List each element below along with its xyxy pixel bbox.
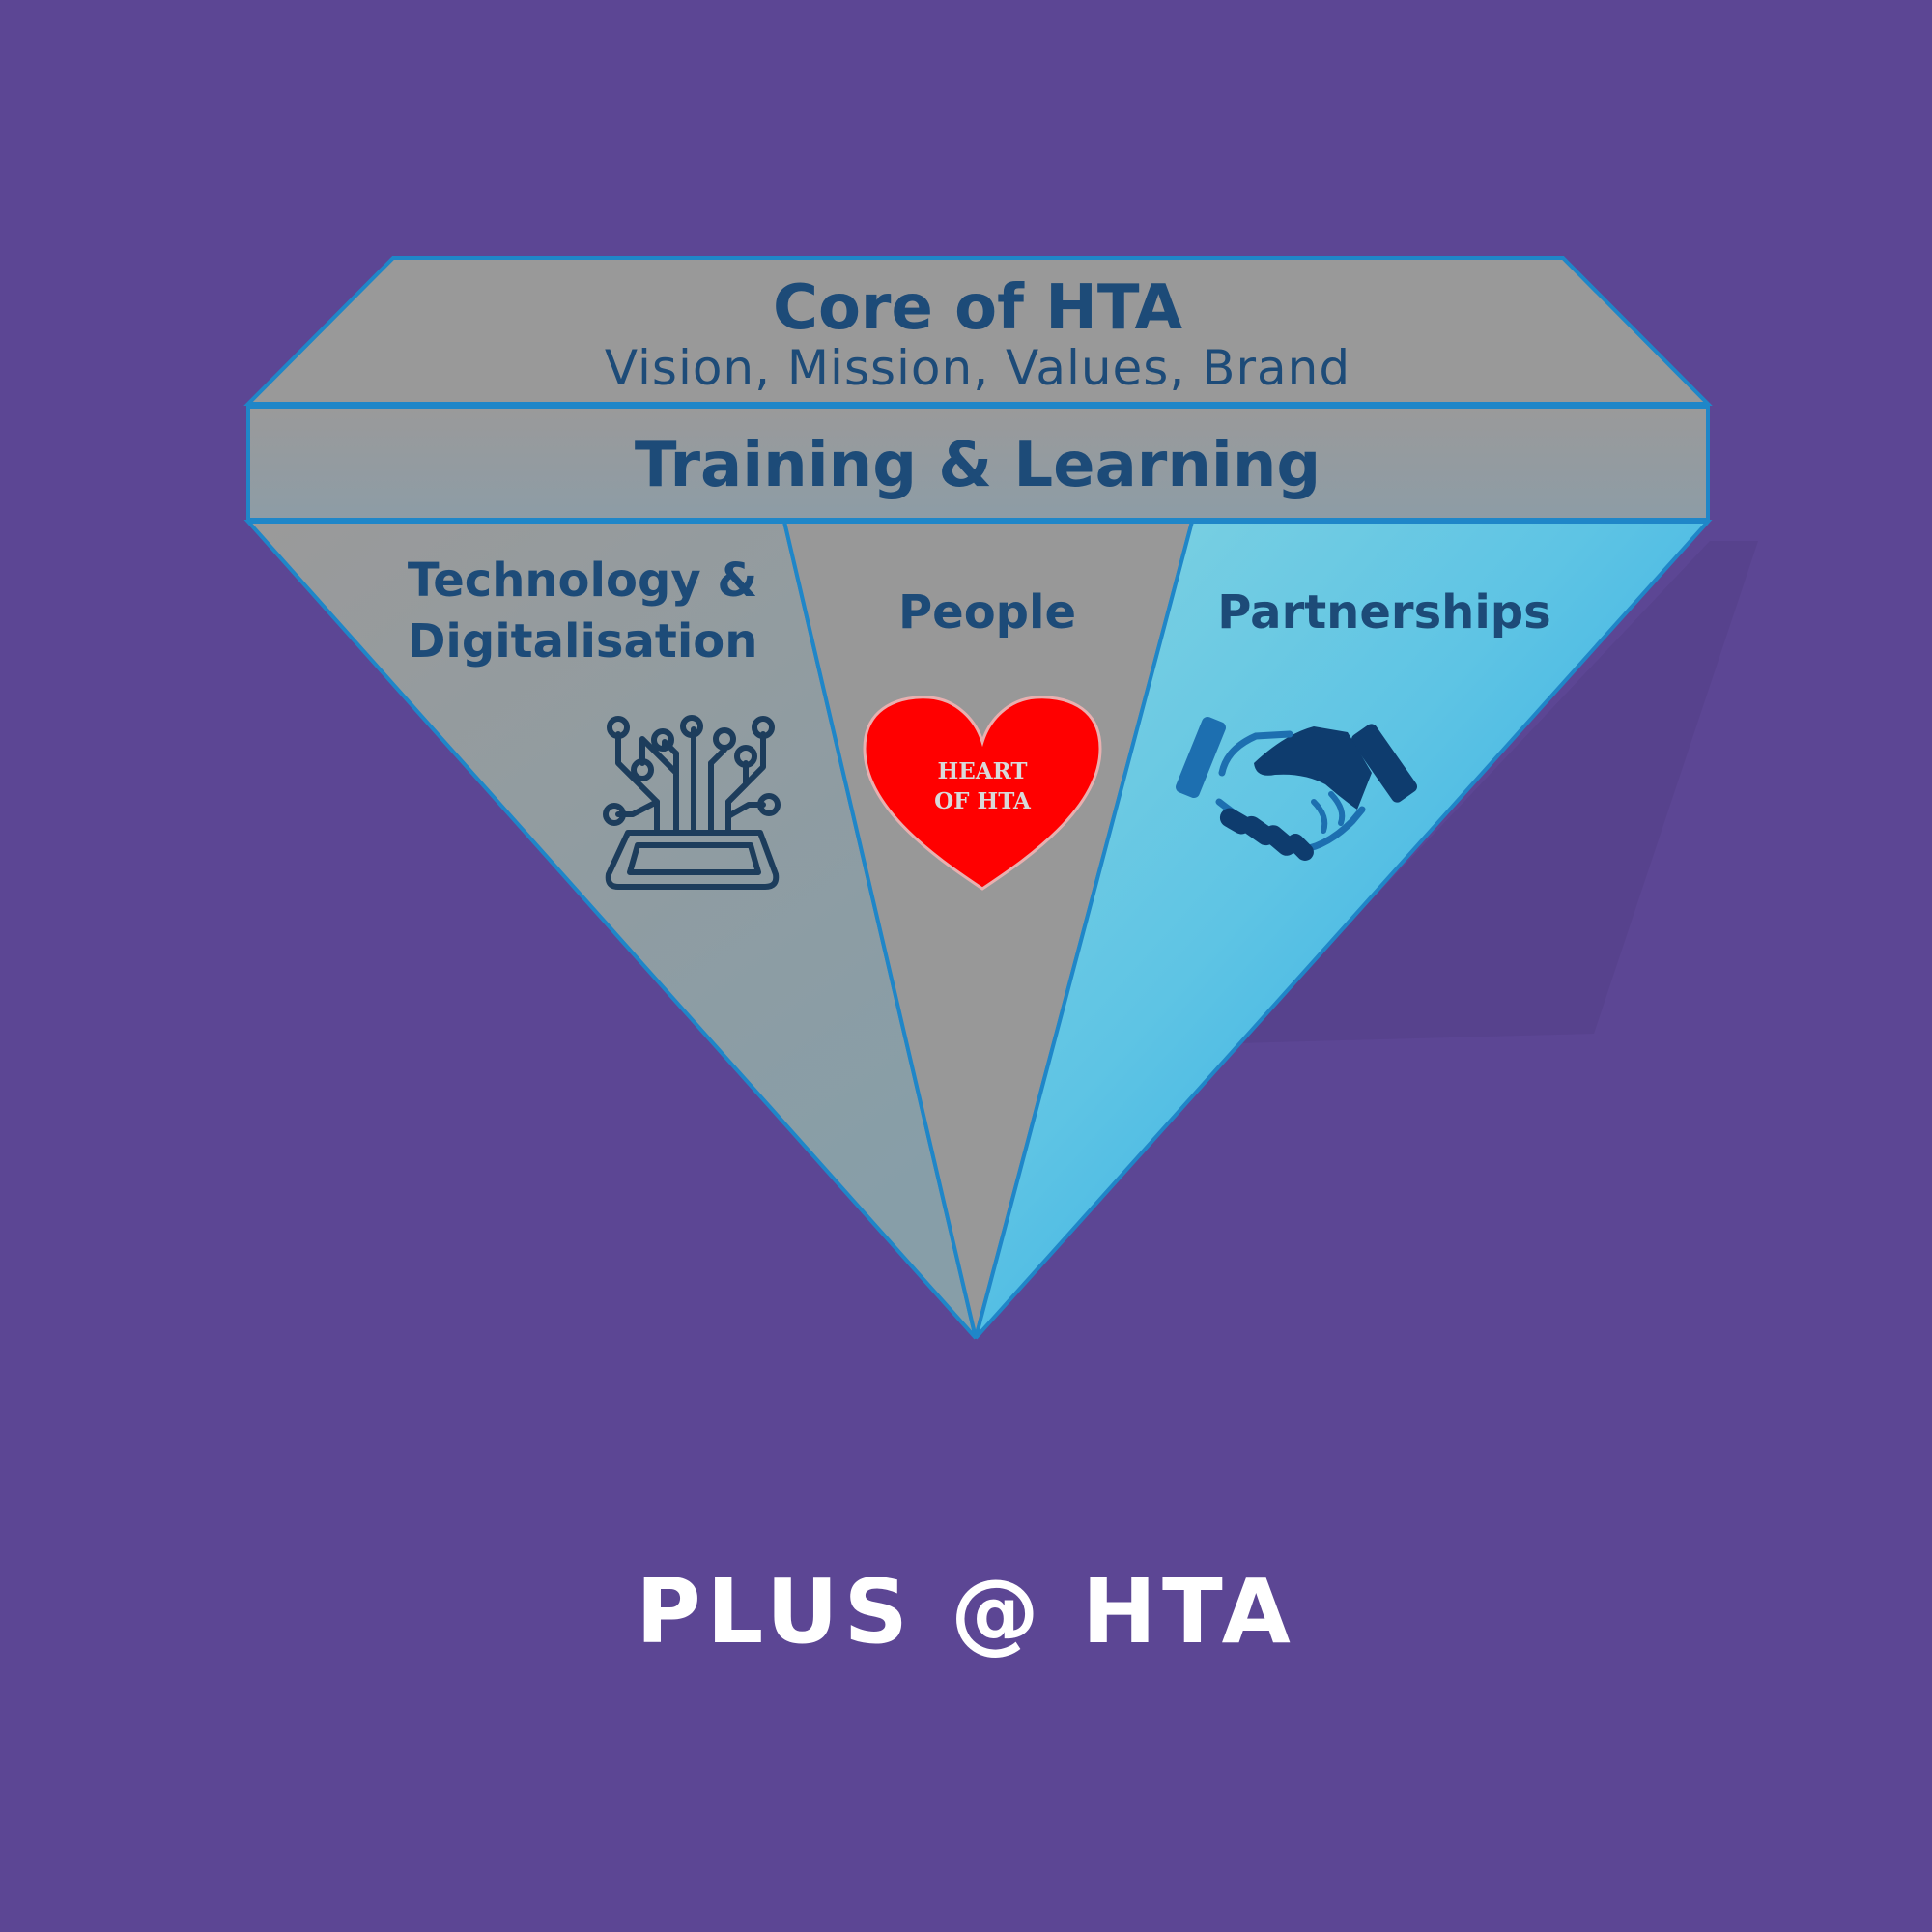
diamond-shadow	[1236, 541, 1758, 1043]
heart-icon	[863, 696, 1102, 891]
people-label: People	[898, 585, 1076, 639]
footer-title: PLUS @ HTA	[636, 1560, 1296, 1663]
partnerships-facet	[974, 520, 1713, 1340]
core-facet	[243, 256, 1713, 406]
technology-label-line1: Technology &	[408, 554, 757, 608]
handshake-icon	[1176, 716, 1418, 861]
technology-label-line2: Digitalisation	[408, 614, 758, 668]
core-title: Core of HTA	[773, 272, 1183, 344]
heart-text-line1: HEART	[938, 758, 1028, 784]
partnerships-label: Partnerships	[1217, 585, 1550, 639]
training-band	[246, 405, 1710, 522]
circuit-chip-icon	[603, 715, 781, 890]
heart-text-line2: OF HTA	[934, 788, 1032, 814]
core-subtitle: Vision, Mission, Values, Brand	[605, 340, 1350, 396]
training-label: Training & Learning	[635, 430, 1321, 501]
